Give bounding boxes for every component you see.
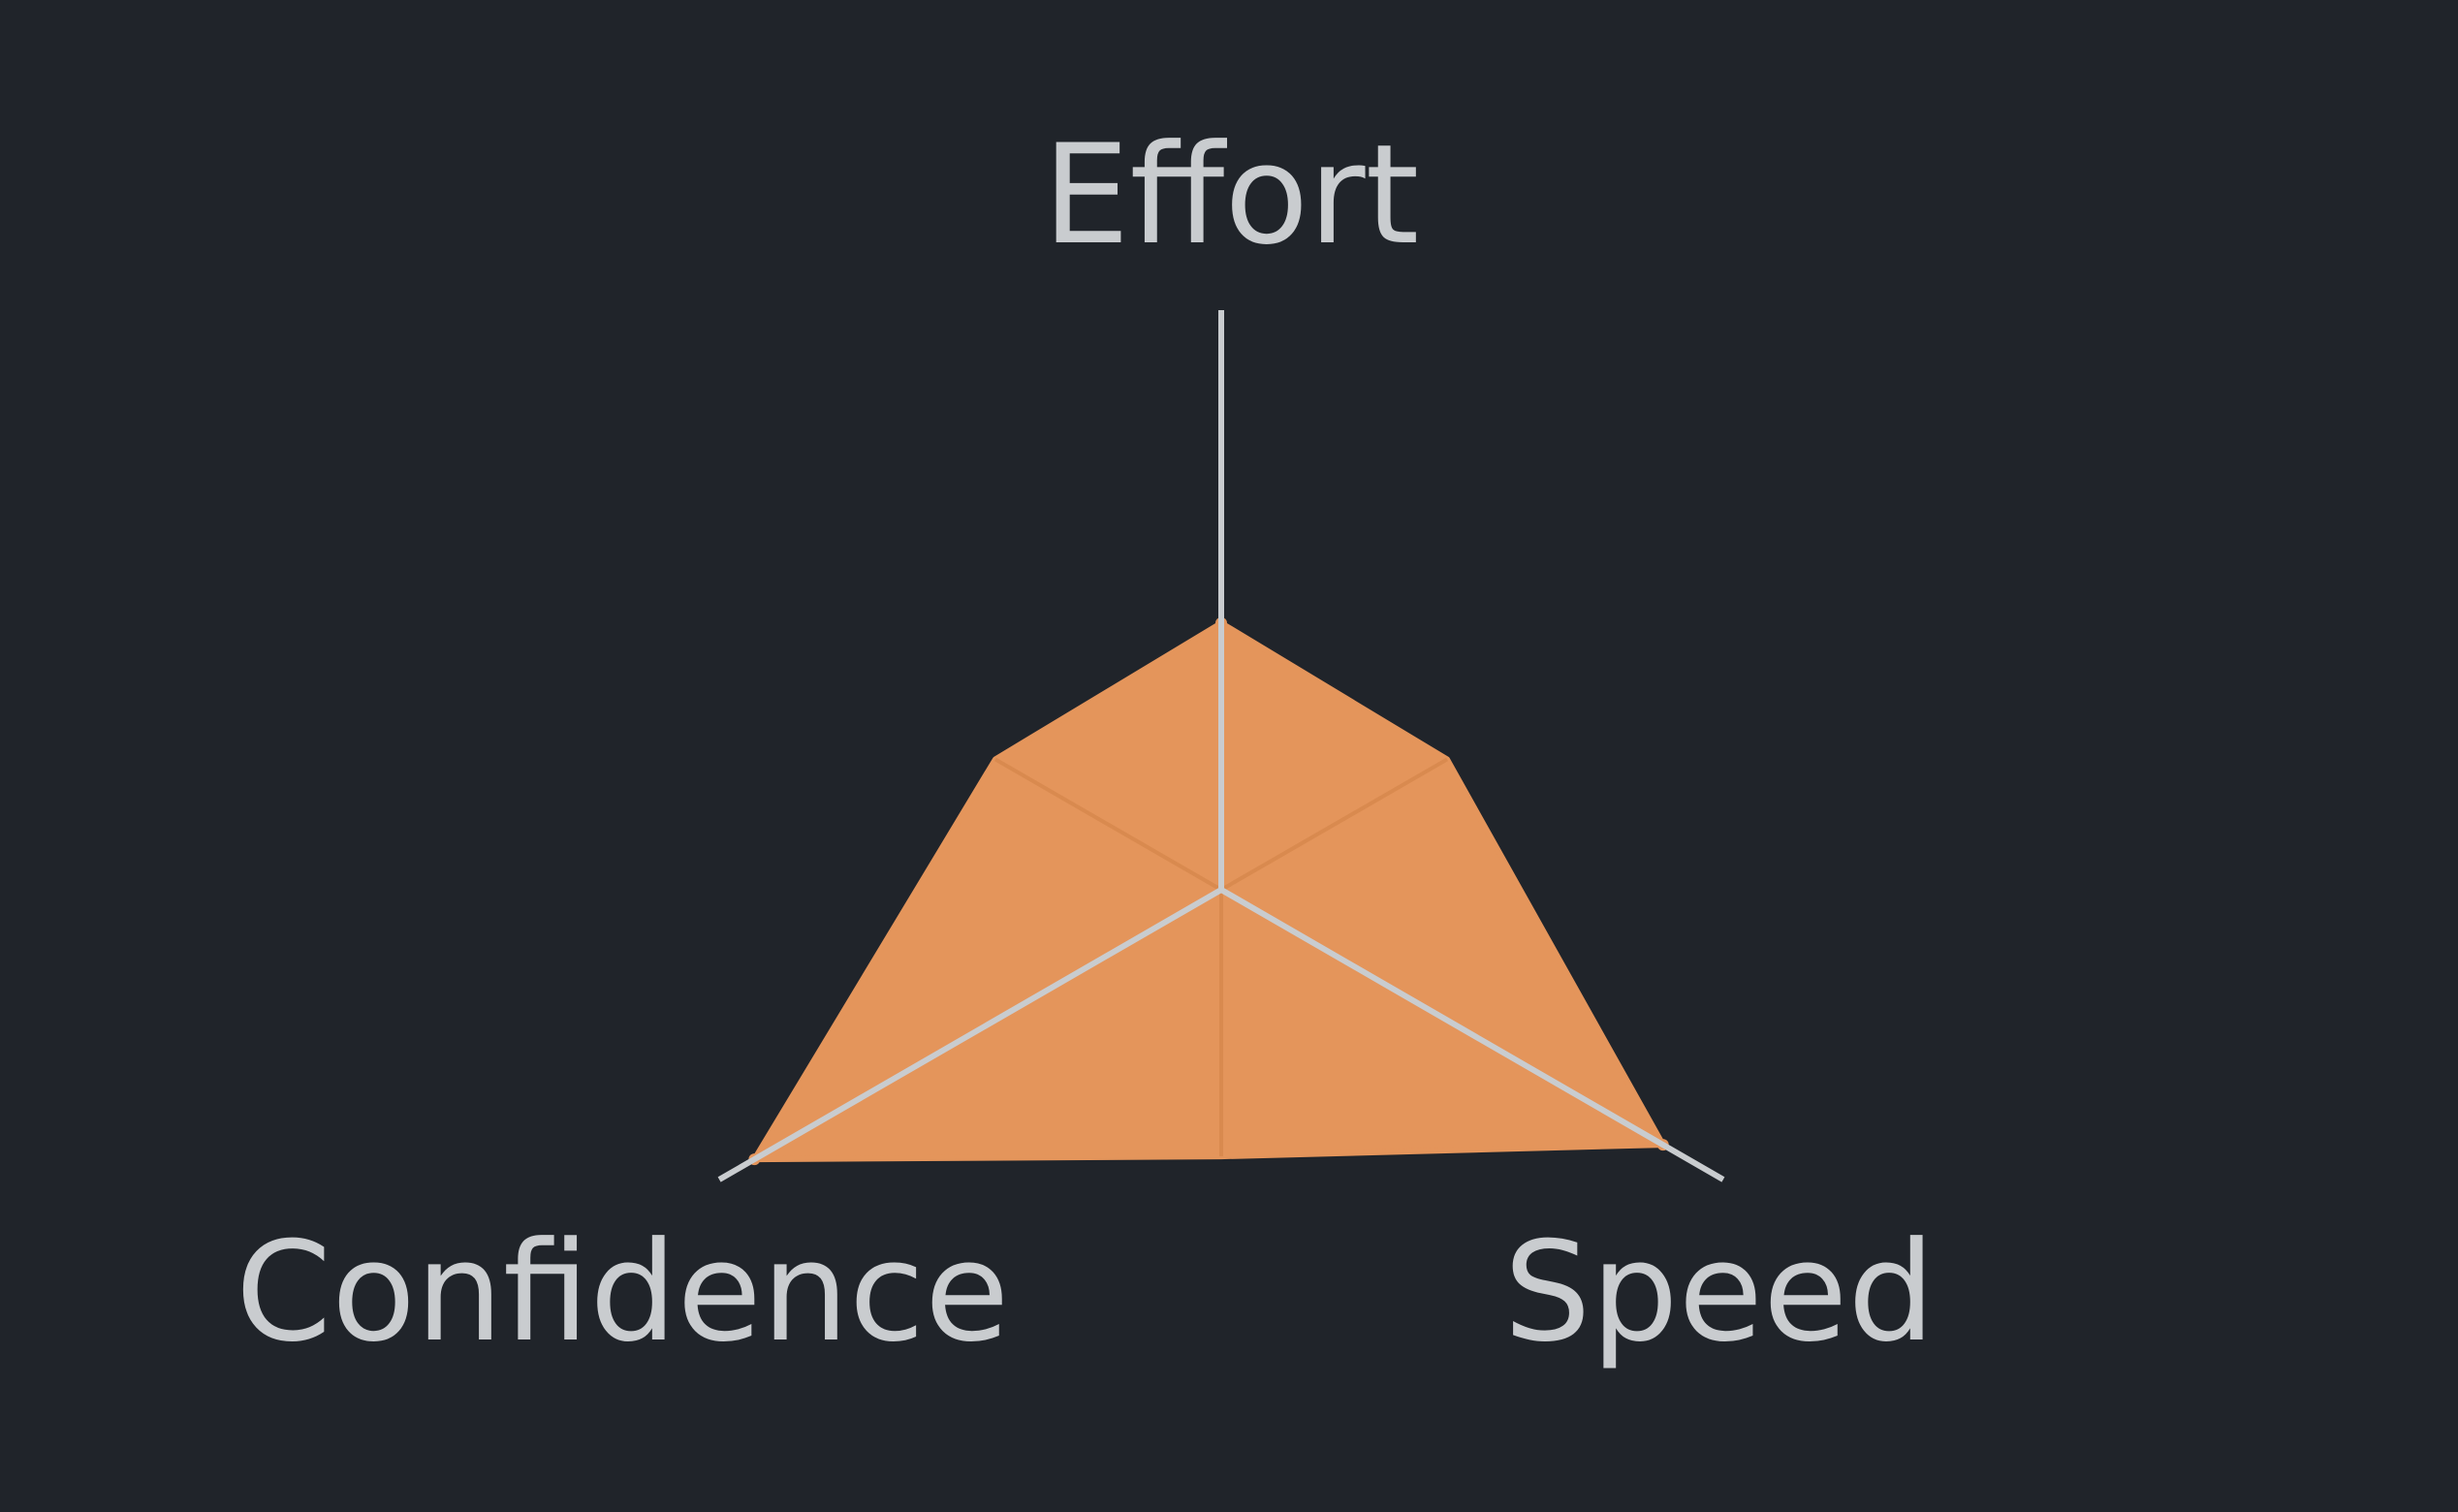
- radar-axis-layer: [717, 310, 1725, 1182]
- axis-line-speed: [1219, 887, 1725, 1182]
- radar-label-layer: Effort Speed Confidence: [236, 115, 1936, 1372]
- radar-fill-seam: [993, 757, 1222, 892]
- radar-fill-seam: [1220, 757, 1449, 892]
- axis-label-effort: Effort: [1043, 115, 1420, 275]
- axis-label-speed: Speed: [1503, 1213, 1935, 1372]
- axis-label-confidence: Confidence: [236, 1213, 1009, 1372]
- axis-line-confidence: [717, 887, 1223, 1182]
